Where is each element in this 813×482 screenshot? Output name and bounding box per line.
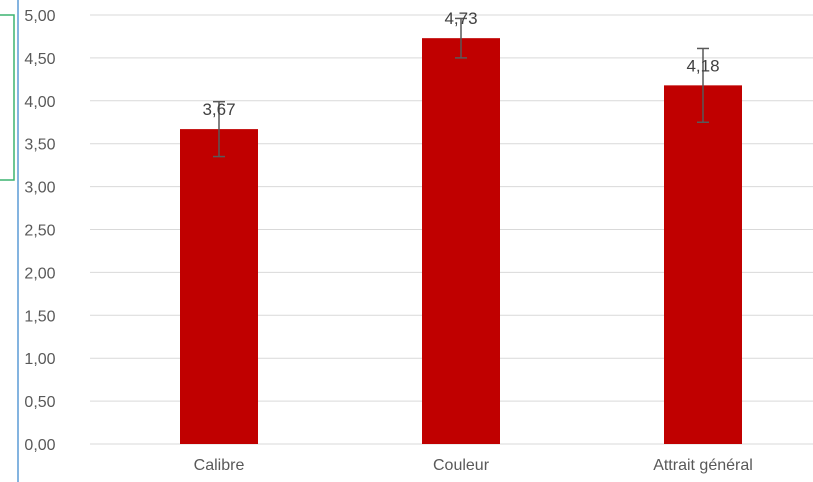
data-label: 3,67	[202, 100, 235, 119]
data-label: 4,18	[686, 56, 719, 75]
y-tick-label: 1,00	[24, 351, 55, 368]
y-tick-label: 4,00	[24, 94, 55, 111]
y-tick-label: 2,50	[24, 223, 55, 240]
y-tick-label: 3,00	[24, 180, 55, 197]
error-bars	[213, 17, 709, 158]
x-axis-category-labels: Calibre Couleur Attrait général	[194, 457, 753, 474]
bar	[422, 38, 500, 444]
y-axis-tick-labels: 0,00 0,50 1,00 1,50 2,00 2,50 3,00 3,50 4,00 4,50…	[24, 8, 55, 454]
data-label: 4,73	[444, 9, 477, 28]
x-category-label: Attrait général	[653, 457, 753, 474]
x-category-label: Couleur	[433, 457, 490, 474]
y-tick-label: 0,00	[24, 437, 55, 454]
y-tick-label: 1,50	[24, 308, 55, 325]
bar	[180, 129, 258, 444]
x-category-label: Calibre	[194, 457, 245, 474]
side-box-green	[0, 14, 15, 181]
bars	[180, 38, 742, 444]
y-tick-label: 3,50	[24, 137, 55, 154]
y-tick-label: 4,50	[24, 51, 55, 68]
data-labels: 3,67 4,73 4,18	[202, 9, 719, 119]
y-tick-label: 2,00	[24, 265, 55, 282]
y-tick-label: 0,50	[24, 394, 55, 411]
y-tick-label: 5,00	[24, 8, 55, 25]
bar	[664, 85, 742, 444]
